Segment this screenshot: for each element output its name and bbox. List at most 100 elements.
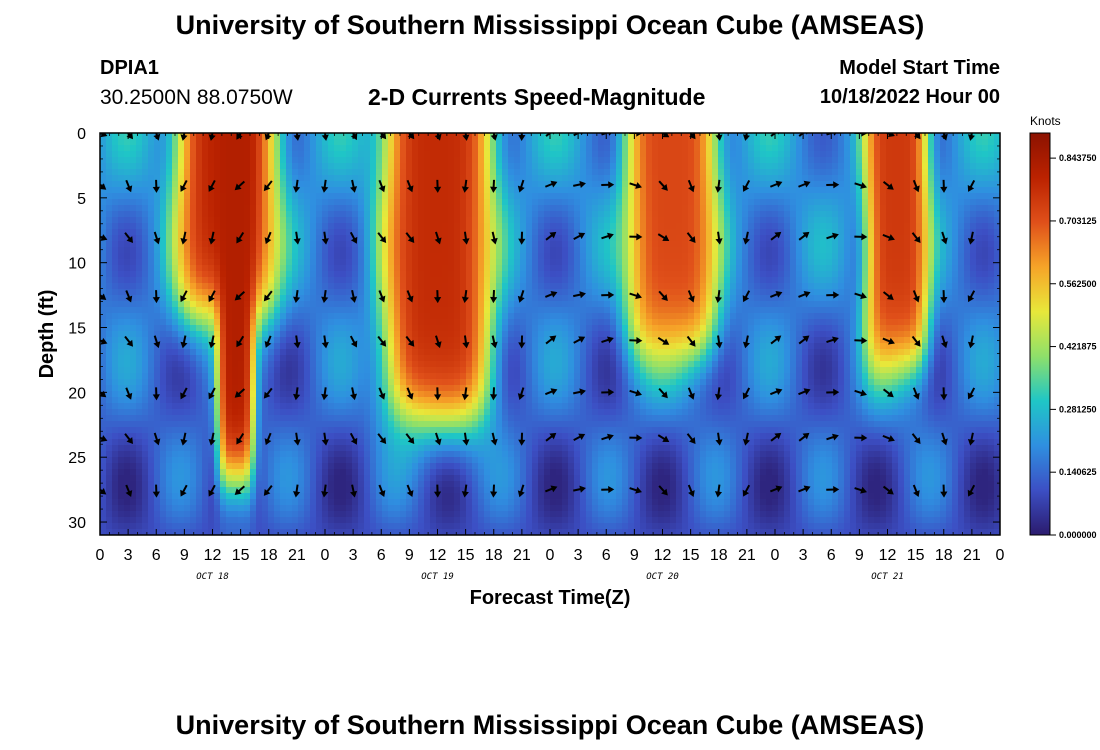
heat-cell — [280, 253, 287, 260]
heat-cell — [166, 313, 173, 320]
heat-cell — [148, 247, 155, 254]
heat-cell — [154, 433, 161, 440]
heat-cell — [172, 499, 179, 506]
heat-cell — [478, 181, 485, 188]
heat-cell — [304, 385, 311, 392]
heat-cell — [184, 445, 191, 452]
heat-cell — [442, 451, 449, 458]
heat-cell — [298, 355, 305, 362]
heat-cell — [520, 529, 527, 535]
heat-cell — [166, 337, 173, 344]
heat-cell — [244, 439, 251, 446]
heat-cell — [538, 517, 545, 524]
heat-cell — [340, 175, 347, 182]
heat-cell — [394, 517, 401, 524]
heat-cell — [538, 433, 545, 440]
heat-cell — [124, 517, 131, 524]
heat-cell — [382, 445, 389, 452]
heat-cell — [424, 163, 431, 170]
heat-cell — [532, 409, 539, 416]
heat-cell — [268, 145, 275, 152]
heat-cell — [184, 481, 191, 488]
heat-cell — [154, 325, 161, 332]
heat-cell — [352, 463, 359, 470]
heat-cell — [226, 259, 233, 266]
heat-cell — [460, 493, 467, 500]
heat-cell — [388, 199, 395, 206]
heat-cell — [388, 193, 395, 200]
heat-cell — [496, 343, 503, 350]
heat-cell — [166, 325, 173, 332]
heat-cell — [472, 259, 479, 266]
heat-cell — [100, 367, 107, 374]
heat-cell — [352, 325, 359, 332]
heat-cell — [304, 283, 311, 290]
heat-cell — [508, 367, 515, 374]
heat-cell — [472, 499, 479, 506]
heat-cell — [106, 205, 113, 212]
heat-cell — [370, 199, 377, 206]
heat-cell — [526, 457, 533, 464]
heat-cell — [496, 151, 503, 158]
heat-cell — [220, 241, 227, 248]
heat-cell — [328, 283, 335, 290]
heat-cell — [466, 217, 473, 224]
heat-cell — [268, 187, 275, 194]
heat-cell — [142, 271, 149, 278]
heat-cell — [298, 445, 305, 452]
heat-cell — [478, 433, 485, 440]
heat-cell — [190, 133, 197, 140]
heat-cell — [214, 133, 221, 140]
heat-cell — [406, 217, 413, 224]
heat-cell — [406, 505, 413, 512]
heat-cell — [316, 517, 323, 524]
heat-cell — [256, 457, 263, 464]
heat-cell — [274, 385, 281, 392]
heat-cell — [292, 313, 299, 320]
heat-cell — [454, 445, 461, 452]
heat-cell — [106, 511, 113, 518]
heat-cell — [430, 409, 437, 416]
heat-cell — [424, 433, 431, 440]
heat-cell — [418, 505, 425, 512]
heat-cell — [160, 421, 167, 428]
heat-cell — [208, 463, 215, 470]
heat-cell — [442, 193, 449, 200]
heat-cell — [532, 421, 539, 428]
heat-cell — [352, 139, 359, 146]
heat-cell — [496, 187, 503, 194]
heat-cell — [232, 493, 239, 500]
heat-cell — [370, 301, 377, 308]
heat-cell — [184, 421, 191, 428]
heat-cell — [256, 301, 263, 308]
heat-cell — [532, 499, 539, 506]
heat-cell — [130, 163, 137, 170]
heat-cell — [478, 517, 485, 524]
heat-cell — [118, 301, 125, 308]
heat-cell — [496, 355, 503, 362]
heat-cell — [154, 169, 161, 176]
heat-cell — [166, 211, 173, 218]
heat-cell — [346, 307, 353, 314]
heat-cell — [118, 193, 125, 200]
heat-cell — [280, 457, 287, 464]
heat-cell — [520, 187, 527, 194]
heat-cell — [532, 433, 539, 440]
heat-cell — [538, 319, 545, 326]
heat-cell — [172, 337, 179, 344]
heat-cell — [502, 427, 509, 434]
heat-cell — [310, 385, 317, 392]
heat-cell — [268, 475, 275, 482]
heat-cell — [538, 481, 545, 488]
heat-cell — [100, 499, 107, 506]
heat-cell — [256, 247, 263, 254]
heat-cell — [310, 301, 317, 308]
heat-cell — [226, 343, 233, 350]
heat-cell — [298, 517, 305, 524]
heat-cell — [214, 199, 221, 206]
heat-cell — [286, 373, 293, 380]
heat-cell — [286, 469, 293, 476]
heat-cell — [268, 157, 275, 164]
heat-cell — [106, 265, 113, 272]
heat-cell — [238, 289, 245, 296]
